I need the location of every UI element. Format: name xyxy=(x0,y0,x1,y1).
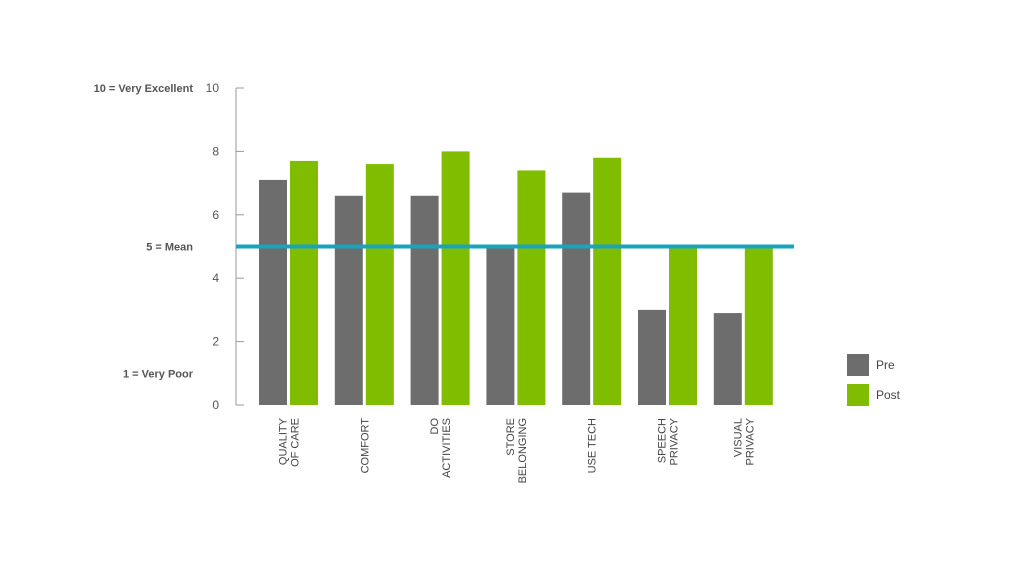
bar-pre xyxy=(713,313,742,405)
bar-post xyxy=(290,160,318,405)
y-tick-label: 8 xyxy=(212,144,219,158)
bar-post xyxy=(669,246,697,405)
x-category-label: QUALITY xyxy=(278,417,290,465)
scale-annotation: 1 = Very Poor xyxy=(123,368,194,380)
bar-post xyxy=(744,246,773,405)
y-tick-label: 2 xyxy=(212,335,219,349)
x-category-label: USE TECH xyxy=(587,418,599,473)
scale-annotation: 10 = Very Excellent xyxy=(94,83,194,95)
y-tick-label: 4 xyxy=(212,271,219,285)
bar-post xyxy=(441,151,470,405)
x-category-label: OF CARE xyxy=(290,418,302,467)
x-category-label: SPEECH xyxy=(657,418,669,463)
bar-pre xyxy=(562,192,591,405)
y-tick-label: 6 xyxy=(212,208,219,222)
legend-swatch-post xyxy=(847,384,869,406)
x-category-label: PRIVACY xyxy=(669,417,681,465)
bar-pre xyxy=(259,179,287,405)
legend-swatch-pre xyxy=(847,354,869,376)
legend: Pre Post xyxy=(847,354,901,406)
legend-label-post: Post xyxy=(876,388,901,402)
x-axis-labels: QUALITY OF CARE COMFORT DO ACTIVITIES STORE BE… xyxy=(278,417,757,483)
scale-annotations: 10 = Very Excellent 5 = Mean 1 = Very Poor xyxy=(94,83,194,380)
bar-post xyxy=(365,164,394,405)
legend-label-pre: Pre xyxy=(876,358,895,372)
bar-pre xyxy=(334,195,363,405)
x-category-label: DO xyxy=(429,418,441,435)
x-category-label: BELONGING xyxy=(517,418,529,483)
y-tick-label: 0 xyxy=(212,398,219,412)
bar-pre xyxy=(410,195,439,405)
x-category-label: PRIVACY xyxy=(744,417,756,465)
x-category-label: COMFORT xyxy=(359,418,371,474)
x-category-label: ACTIVITIES xyxy=(441,418,453,478)
bar-post xyxy=(593,157,622,405)
x-category-label: STORE xyxy=(505,418,517,456)
bar-pre xyxy=(638,309,666,405)
scale-annotation: 5 = Mean xyxy=(146,242,193,254)
x-category-label: VISUAL xyxy=(732,418,744,457)
bars xyxy=(236,151,794,405)
bar-pre xyxy=(486,246,515,405)
y-tick-label: 10 xyxy=(206,81,220,95)
bar-post xyxy=(517,170,546,405)
